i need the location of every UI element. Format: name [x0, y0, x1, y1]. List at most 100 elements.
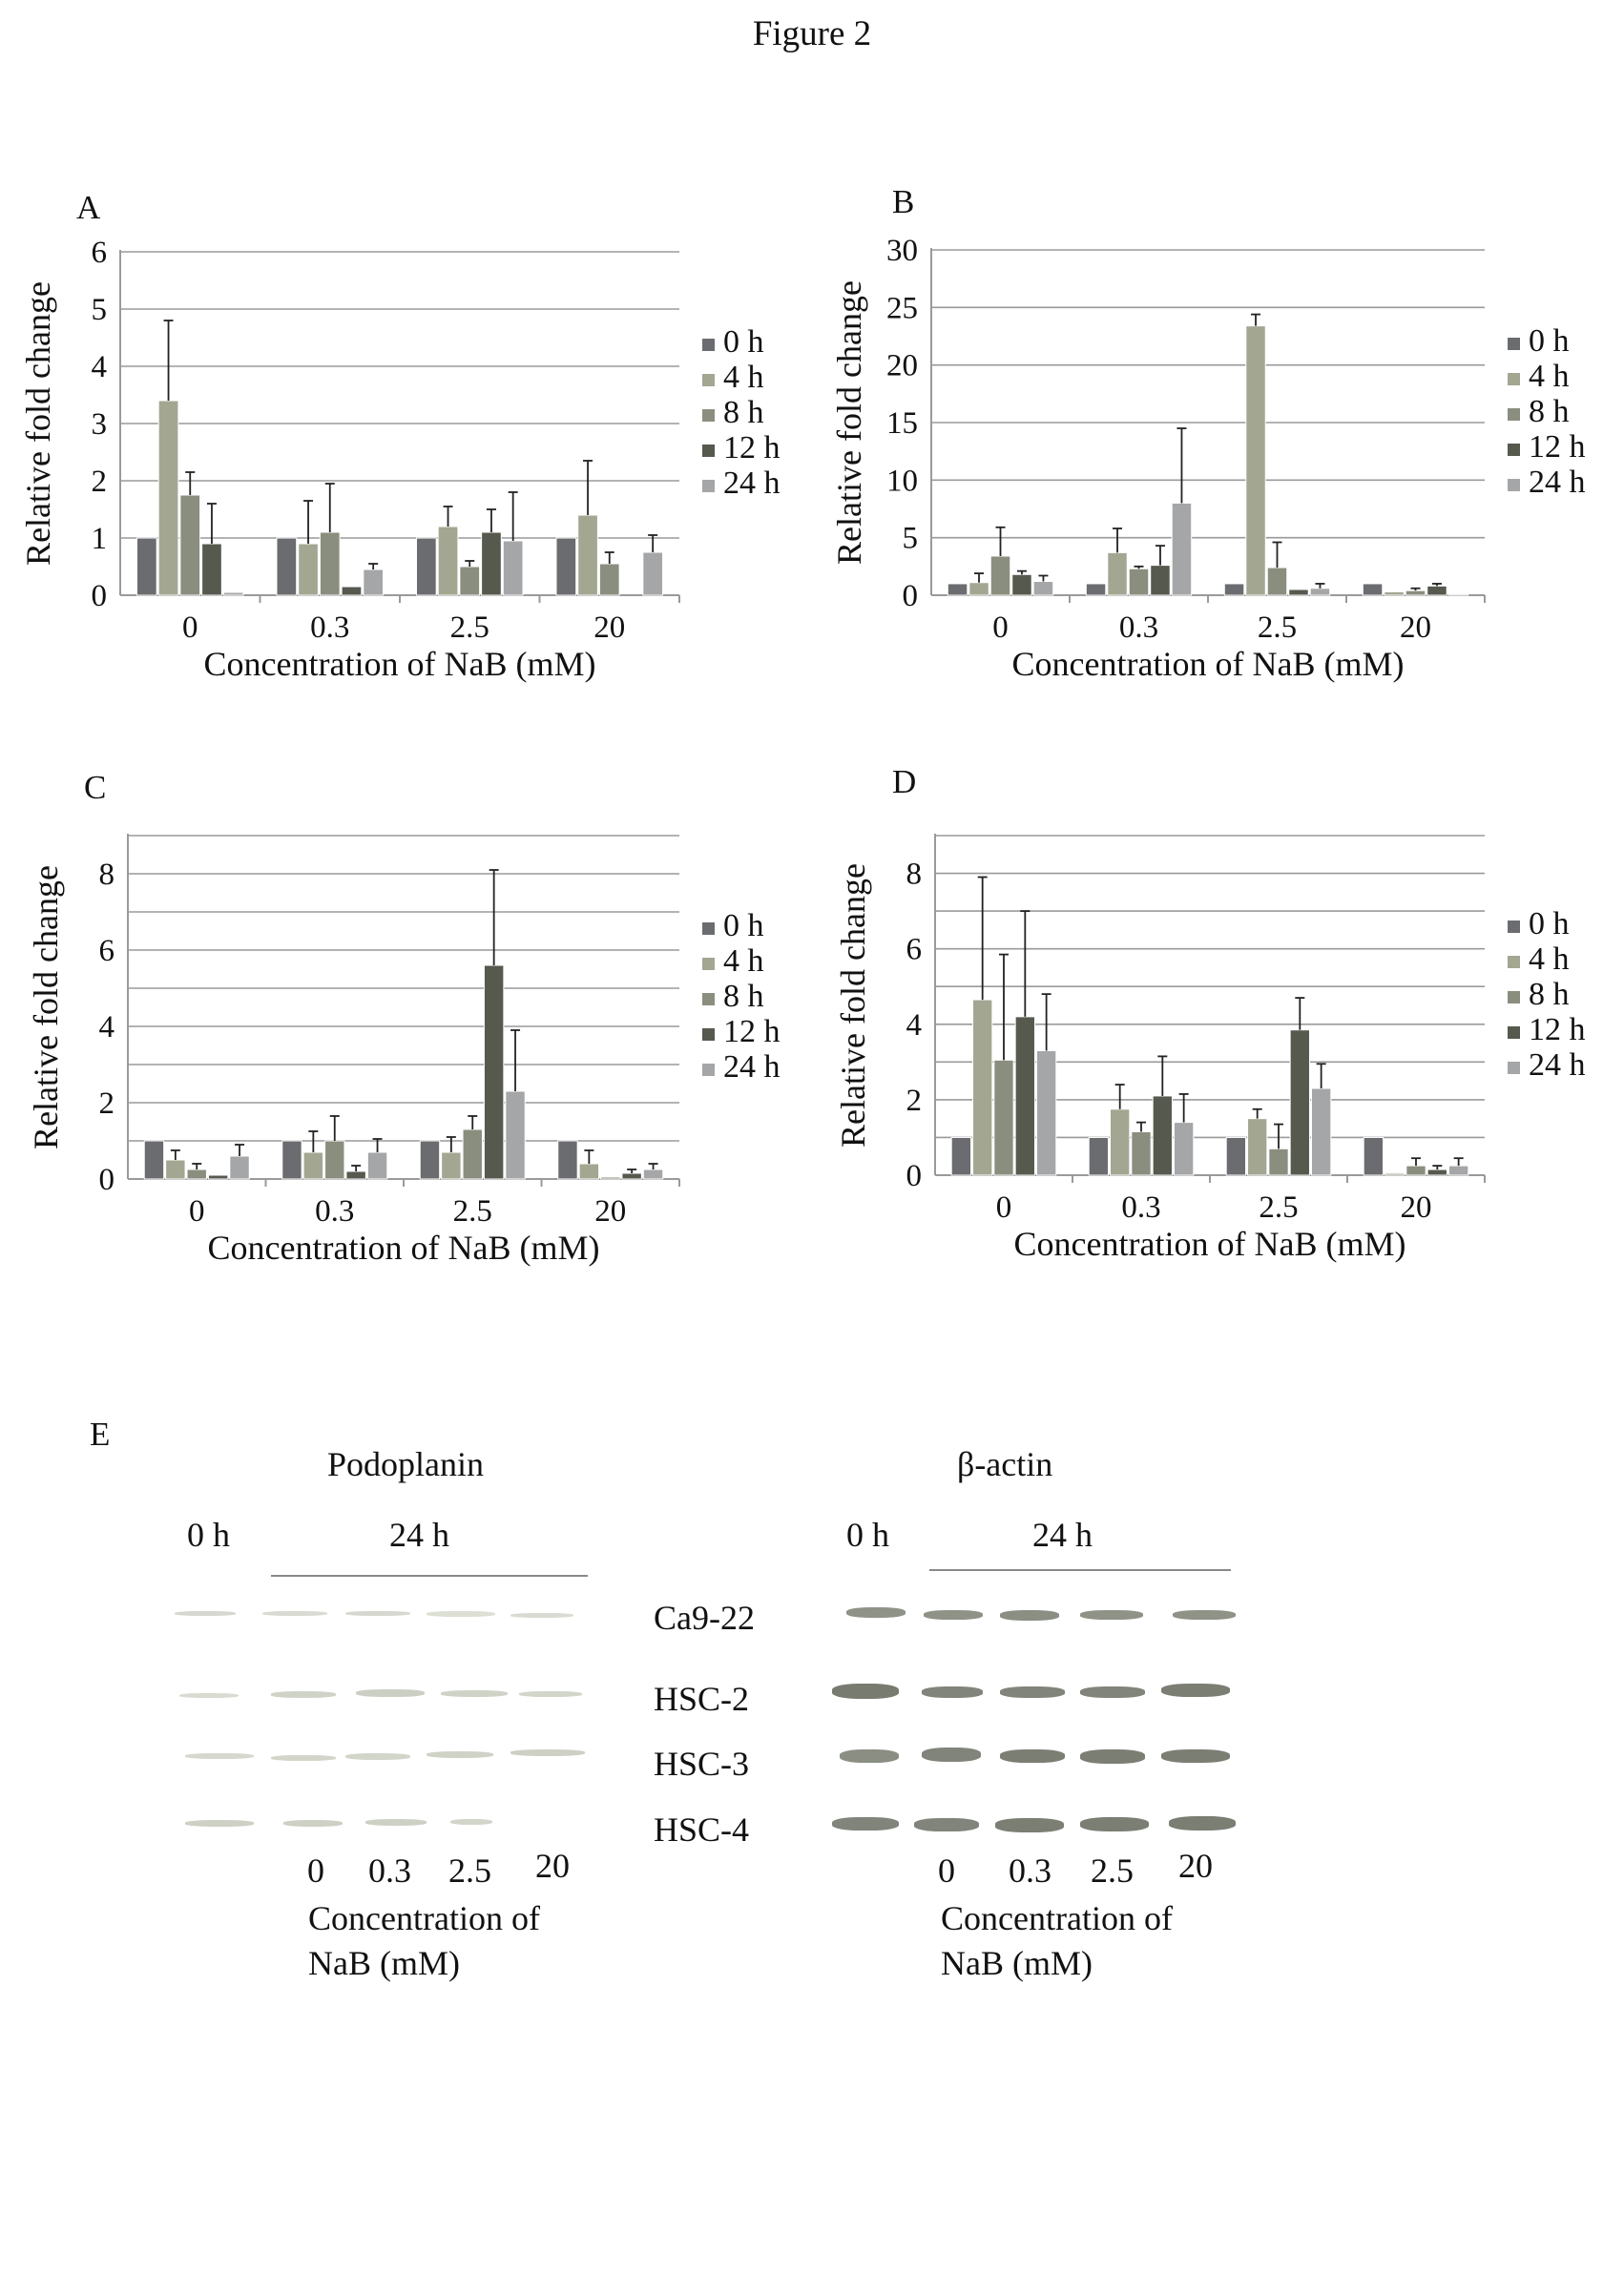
y-tick-label: 0 — [92, 579, 108, 613]
legend-label: 0 h — [1529, 906, 1570, 941]
x-tick-label: 2.5 — [1259, 1190, 1298, 1225]
y-tick-label: 6 — [99, 934, 115, 968]
panel-letter-d: D — [892, 763, 917, 800]
podoplanin-band — [510, 1613, 573, 1618]
legend-swatch — [702, 958, 715, 970]
podoplanin-xlabel: NaB (mM) — [308, 1944, 460, 1982]
podoplanin-band — [510, 1749, 585, 1756]
x-tick-label: 2.5 — [1258, 610, 1297, 645]
bar — [1173, 1122, 1195, 1176]
actin-xlabel: NaB (mM) — [941, 1944, 1093, 1982]
podoplanin-band — [519, 1691, 582, 1697]
bar — [1110, 1108, 1131, 1176]
legend-label: 12 h — [723, 430, 781, 465]
podoplanin-band — [185, 1820, 254, 1827]
y-tick-label: 0 — [903, 579, 919, 613]
y-tick-label: 5 — [92, 293, 108, 327]
actin-band — [1169, 1816, 1236, 1831]
bar — [419, 1140, 441, 1180]
legend-swatch — [702, 339, 715, 351]
y-tick-label: 10 — [886, 464, 918, 498]
bar — [1289, 1029, 1310, 1176]
podoplanin-x-tick: 0 — [307, 1851, 324, 1890]
legend-label: 4 h — [1529, 941, 1570, 977]
bar — [1362, 583, 1384, 596]
podoplanin-band — [365, 1819, 427, 1826]
bar — [1405, 1165, 1426, 1176]
podoplanin-band — [262, 1611, 327, 1616]
bar — [1085, 583, 1107, 596]
bar — [1447, 1165, 1469, 1176]
x-tick-label: 0 — [182, 610, 198, 645]
podoplanin-band — [179, 1693, 239, 1698]
actin-band — [1080, 1610, 1143, 1620]
y-axis-label: Relative fold change — [19, 281, 57, 566]
actin-24h-label: 24 h — [1032, 1516, 1093, 1554]
legend-label: 0 h — [723, 908, 764, 943]
y-tick-label: 20 — [886, 349, 918, 383]
bar — [600, 1176, 621, 1180]
podoplanin-band — [450, 1819, 492, 1825]
x-tick-label: 20 — [1400, 610, 1431, 645]
bar — [1363, 1136, 1385, 1176]
legend-swatch — [1508, 920, 1520, 933]
podoplanin-x-tick: 20 — [535, 1847, 570, 1885]
podoplanin-band — [185, 1753, 254, 1759]
y-tick-label: 3 — [92, 407, 108, 442]
bar — [341, 586, 363, 596]
actin-band — [1080, 1686, 1145, 1698]
actin-title: β-actin — [957, 1445, 1053, 1483]
x-axis-label: Concentration of NaB (mM) — [208, 1229, 600, 1267]
x-tick-label: 0 — [992, 610, 1009, 645]
bar — [276, 537, 298, 596]
legend-label: 12 h — [1529, 429, 1586, 465]
x-tick-label: 0.3 — [1121, 1190, 1160, 1225]
panel-letter-a: A — [76, 189, 101, 226]
legend-swatch — [702, 922, 715, 935]
legend-label: 8 h — [723, 979, 764, 1014]
y-tick-label: 2 — [99, 1086, 115, 1121]
podoplanin-title: Podoplanin — [327, 1445, 485, 1483]
bar — [1152, 1095, 1173, 1176]
y-tick-label: 25 — [886, 291, 918, 325]
actin-band — [922, 1686, 983, 1698]
panel-letter-e: E — [90, 1416, 111, 1453]
y-tick-label: 15 — [886, 406, 918, 441]
panel-letter-b: B — [892, 183, 915, 220]
bar — [1223, 583, 1245, 596]
bar — [207, 1174, 229, 1180]
podoplanin-band — [345, 1611, 410, 1616]
legend-label: 0 h — [723, 324, 764, 360]
y-tick-label: 1 — [92, 522, 108, 556]
legend-swatch — [1508, 1062, 1520, 1074]
bar — [222, 591, 244, 596]
actin-band — [924, 1610, 983, 1620]
y-tick-label: 0 — [906, 1159, 923, 1193]
podoplanin-band — [427, 1751, 493, 1758]
legend-swatch — [1508, 991, 1520, 1003]
legend-swatch — [702, 409, 715, 422]
y-axis-label: Relative fold change — [830, 280, 868, 565]
x-tick-label: 0 — [189, 1194, 205, 1229]
actin-band — [846, 1607, 906, 1618]
actin-x-tick: 2.5 — [1091, 1851, 1134, 1890]
legend-swatch — [1508, 479, 1520, 491]
bar — [1225, 1136, 1247, 1176]
bar — [993, 1059, 1014, 1176]
y-tick-label: 30 — [886, 234, 918, 268]
bar — [1288, 589, 1309, 596]
legend-label: 4 h — [723, 360, 764, 395]
bar — [1268, 1148, 1289, 1176]
legend-swatch — [702, 480, 715, 492]
panel-letter-c: C — [84, 769, 107, 806]
actin-0h-label: 0 h — [846, 1516, 889, 1554]
podoplanin-24h-label: 24 h — [389, 1516, 449, 1554]
x-tick-label: 2.5 — [453, 1194, 492, 1229]
legend-swatch — [1508, 338, 1520, 350]
y-tick-label: 6 — [906, 933, 923, 967]
